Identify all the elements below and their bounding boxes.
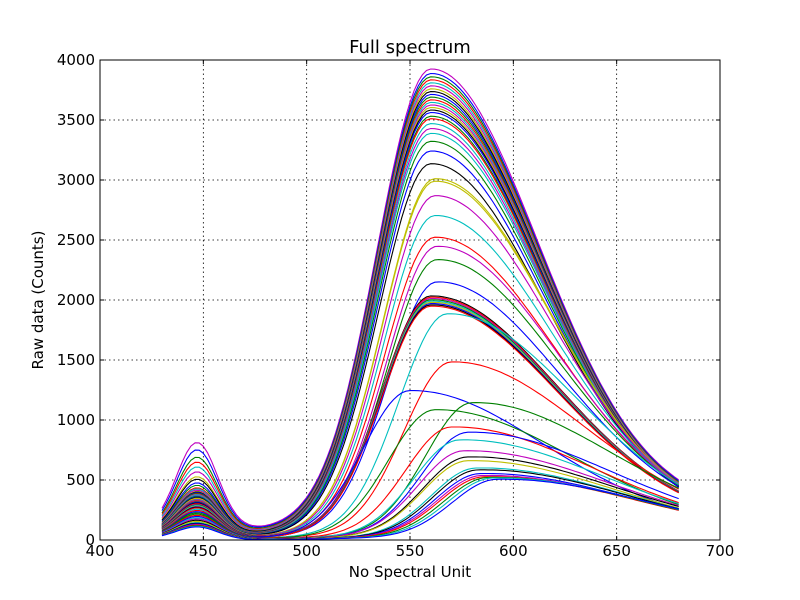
x-tick-label: 650 — [602, 542, 631, 560]
x-tick-label: 550 — [396, 542, 425, 560]
y-tick-label: 1000 — [57, 411, 95, 429]
x-tick-label: 400 — [86, 542, 115, 560]
y-tick-label: 1500 — [57, 351, 95, 369]
y-tick-label: 2000 — [57, 291, 95, 309]
series-lines — [161, 68, 680, 541]
axis-ticks — [99, 59, 721, 541]
y-tick-label: 4000 — [57, 51, 95, 69]
grid-lines — [100, 60, 720, 540]
chart-title: Full spectrum — [349, 37, 471, 58]
spectrum-series-line — [161, 390, 679, 538]
spectrum-series-line — [161, 478, 679, 541]
spectrum-series-line — [161, 72, 680, 528]
y-tick-label: 2500 — [57, 231, 95, 249]
x-tick-label: 500 — [292, 542, 321, 560]
y-axis-label: Raw data (Counts) — [29, 231, 47, 370]
tick-labels: 400 450 500 550 600 650 700 0 500 1000 1500 2000 250… — [57, 51, 735, 560]
y-tick-label: 500 — [66, 471, 95, 489]
x-tick-label: 700 — [706, 542, 735, 560]
x-axis-label: No Spectral Unit — [349, 563, 472, 581]
y-tick-label: 0 — [85, 531, 95, 549]
x-tick-label: 600 — [499, 542, 528, 560]
spectrum-series-line — [161, 68, 680, 527]
x-tick-label: 450 — [189, 542, 218, 560]
y-tick-label: 3500 — [57, 111, 95, 129]
y-tick-label: 3000 — [57, 171, 95, 189]
